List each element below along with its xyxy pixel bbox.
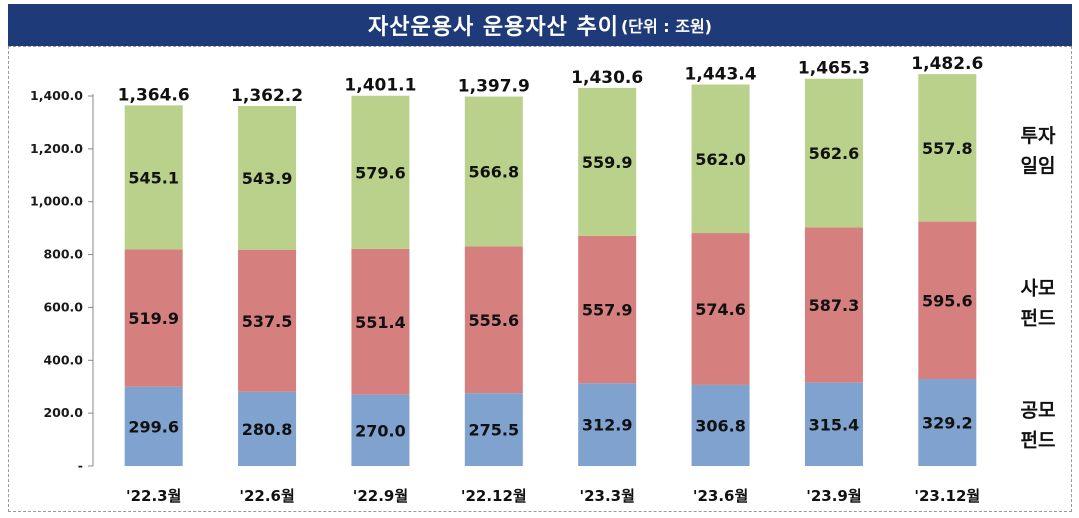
bar-segment-1: [124, 386, 183, 466]
bar-segment-2: [351, 248, 410, 395]
segment-value-label: 557.8: [922, 139, 973, 158]
bar-segment-2: [578, 235, 637, 384]
bar-segment-1: [464, 393, 523, 466]
legend-label-1: 공모: [1021, 399, 1056, 421]
segment-value-label: 595.6: [922, 291, 973, 310]
y-tick-label: 200.0: [43, 405, 83, 420]
segment-value-label: 566.8: [469, 162, 520, 181]
chart-title: 자산운용사 운용자산 추이: [367, 15, 619, 40]
segment-value-label: 299.6: [128, 417, 179, 436]
x-category-label: '22.12월: [461, 487, 527, 505]
bar-segment-2: [238, 249, 297, 392]
bar-segment-1: [238, 391, 297, 466]
y-tick-label: 400.0: [43, 352, 83, 367]
segment-value-label: 562.0: [695, 150, 746, 169]
bar-segment-1: [578, 383, 637, 466]
bar-segment-3: [124, 105, 183, 250]
bar-segment-3: [578, 87, 637, 236]
segment-value-label: 555.6: [469, 311, 520, 330]
bar-segment-1: [918, 378, 977, 466]
y-tick-label: 800.0: [43, 247, 83, 262]
bar-segment-1: [691, 384, 750, 466]
segment-value-label: 315.4: [809, 415, 860, 434]
bar-segment-3: [918, 74, 977, 222]
total-value-label: 1,397.9: [458, 77, 530, 97]
segment-value-label: 545.1: [128, 168, 179, 187]
chart-unit: (단위 : 조원): [620, 17, 712, 36]
bar-segment-3: [691, 84, 750, 234]
total-value-label: 1,482.6: [911, 54, 983, 74]
bar-segment-2: [804, 227, 863, 383]
segment-value-label: 587.3: [809, 296, 860, 315]
bar-segment-2: [124, 249, 183, 387]
x-category-label: '23.9월: [806, 487, 861, 505]
legend-label-1: 펀드: [1021, 429, 1056, 451]
segment-value-label: 280.8: [242, 420, 293, 439]
x-category-label: '23.3월: [579, 487, 634, 505]
bar-segment-3: [464, 96, 523, 247]
segment-value-label: 551.4: [355, 313, 406, 332]
segment-value-label: 559.9: [582, 153, 633, 172]
bar-segment-1: [351, 394, 410, 466]
legend-label-3: 투자: [1021, 125, 1056, 147]
chart-frame: [8, 46, 1072, 512]
bar-segment-2: [691, 233, 750, 385]
bar-segment-3: [351, 95, 410, 249]
segment-value-label: 270.0: [355, 421, 406, 440]
total-value-label: 1,362.2: [231, 86, 303, 106]
total-value-label: 1,430.6: [571, 68, 643, 88]
x-category-label: '23.6월: [693, 487, 748, 505]
bar-segment-3: [804, 78, 863, 228]
legend-label-3: 일임: [1021, 155, 1056, 177]
y-tick-label: -: [78, 458, 83, 473]
y-tick-label: 1,400.0: [30, 88, 83, 103]
bar-segment-3: [238, 105, 297, 250]
segment-value-label: 574.6: [695, 300, 746, 319]
segment-value-label: 329.2: [922, 413, 973, 432]
bar-segment-2: [464, 246, 523, 394]
total-value-label: 1,364.6: [118, 85, 190, 105]
segment-value-label: 519.9: [128, 309, 179, 328]
y-tick-label: 1,200.0: [30, 141, 83, 156]
segment-value-label: 275.5: [469, 421, 520, 440]
x-category-label: '22.3월: [126, 487, 181, 505]
y-tick-label: 600.0: [43, 299, 83, 314]
segment-value-label: 562.6: [809, 144, 860, 163]
bar-segment-2: [918, 221, 977, 379]
legend-label-2: 사모: [1021, 277, 1056, 299]
segment-value-label: 579.6: [355, 163, 406, 182]
chart-title-bar: 자산운용사 운용자산 추이 (단위 : 조원): [8, 4, 1072, 46]
segment-value-label: 537.5: [242, 312, 293, 331]
y-tick-label: 1,000.0: [30, 194, 83, 209]
x-category-label: '22.9월: [353, 487, 408, 505]
segment-value-label: 312.9: [582, 416, 633, 435]
total-value-label: 1,401.1: [344, 76, 416, 96]
legend-label-2: 펀드: [1021, 307, 1056, 329]
total-value-label: 1,443.4: [685, 65, 757, 85]
x-category-label: '23.12월: [914, 487, 980, 505]
bar-segment-1: [804, 382, 863, 466]
segment-value-label: 543.9: [242, 169, 293, 188]
total-value-label: 1,465.3: [798, 59, 870, 79]
x-category-label: '22.6월: [239, 487, 294, 505]
segment-value-label: 557.9: [582, 301, 633, 320]
segment-value-label: 306.8: [695, 416, 746, 435]
